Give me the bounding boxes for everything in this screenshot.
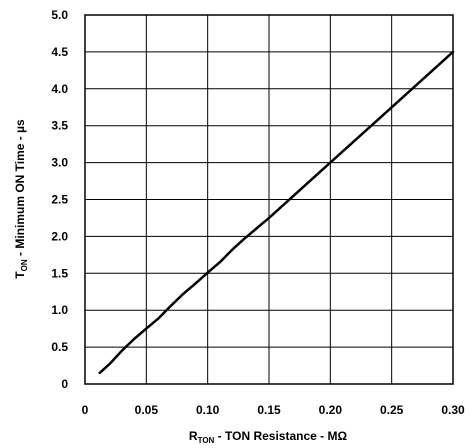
x-tick-label: 0.30 bbox=[441, 403, 465, 417]
y-axis-title-sub: ON bbox=[20, 259, 29, 271]
y-tick-label: 0 bbox=[61, 377, 68, 391]
x-tick-label: 0 bbox=[82, 403, 89, 417]
x-axis-title-sub: TON bbox=[198, 436, 215, 445]
y-tick-label: 5.0 bbox=[51, 8, 68, 22]
y-tick-label: 2.0 bbox=[51, 229, 68, 243]
y-axis-title-rest: - Minimum ON Time - µs bbox=[13, 119, 27, 259]
y-tick-label: 3.5 bbox=[51, 119, 68, 133]
y-tick-label: 1.0 bbox=[51, 303, 68, 317]
y-tick-label: 4.0 bbox=[51, 82, 68, 96]
y-tick-labels: 0 0.5 1.0 1.5 2.0 2.5 3.0 3.5 4.0 4.5 5.0 bbox=[51, 8, 68, 391]
y-tick-label: 4.5 bbox=[51, 45, 68, 59]
y-tick-label: 1.5 bbox=[51, 266, 68, 280]
x-axis-title: RTON - TON Resistance - MΩ bbox=[189, 429, 348, 445]
y-tick-label: 3.0 bbox=[51, 156, 68, 170]
x-axis-title-rest: - TON Resistance - MΩ bbox=[214, 429, 347, 443]
y-tick-label: 2.5 bbox=[51, 193, 68, 207]
x-tick-label: 0.05 bbox=[135, 403, 159, 417]
x-axis-title-main: R bbox=[189, 429, 198, 443]
y-axis-title: TON - Minimum ON Time - µs bbox=[13, 119, 29, 279]
y-tick-label: 0.5 bbox=[51, 340, 68, 354]
x-tick-label: 0.10 bbox=[196, 403, 220, 417]
x-tick-label: 0.20 bbox=[319, 403, 343, 417]
x-tick-label: 0.25 bbox=[380, 403, 404, 417]
x-tick-label: 0.15 bbox=[257, 403, 281, 417]
x-tick-labels: 0 0.05 0.10 0.15 0.20 0.25 0.30 bbox=[82, 403, 465, 417]
